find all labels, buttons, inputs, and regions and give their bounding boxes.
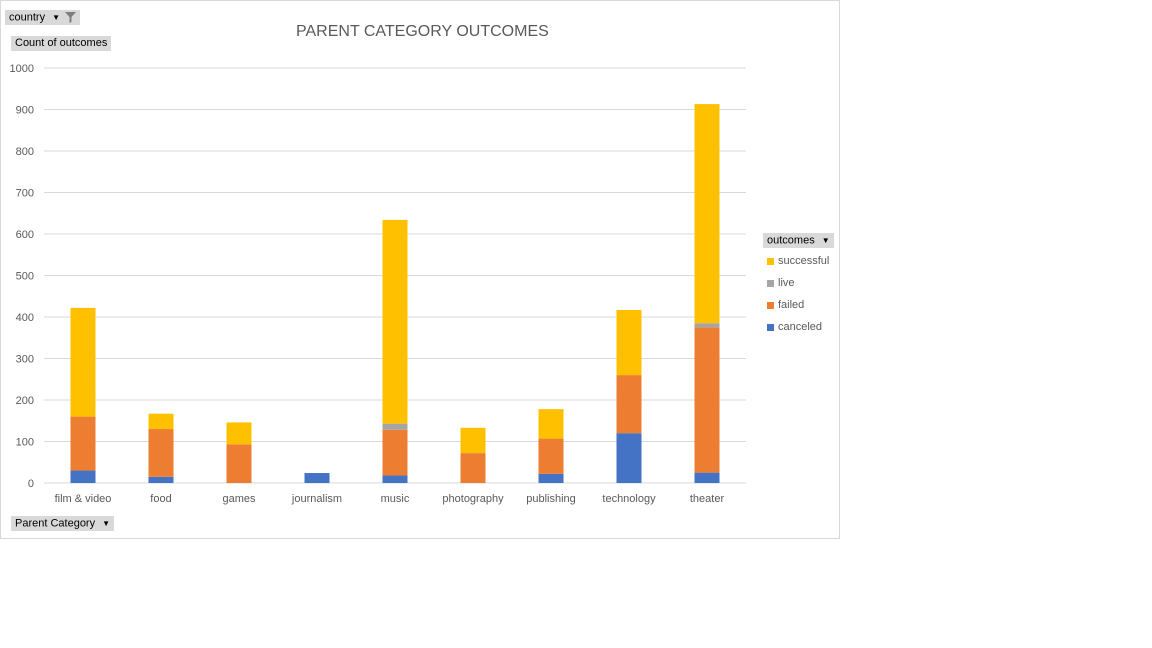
legend-swatch [767, 279, 774, 287]
legend-item-successful: successful [767, 255, 829, 267]
bar-failed [460, 453, 486, 483]
legend-label: canceled [778, 321, 823, 333]
bar-failed [616, 375, 642, 434]
bar-failed [694, 327, 720, 473]
legend-label: live [778, 277, 795, 289]
y-tick-label: 700 [16, 188, 34, 200]
bar-live [382, 423, 408, 430]
x-tick-label: theater [690, 493, 725, 505]
country-filter-button[interactable]: country ▼ [5, 10, 81, 25]
bar-successful [226, 422, 252, 445]
y-tick-label: 600 [16, 229, 34, 241]
y-tick-label: 1000 [10, 63, 34, 75]
bar-failed [226, 444, 252, 483]
x-tick-label: photography [442, 493, 504, 505]
bar-canceled [148, 476, 174, 483]
bar-successful [460, 427, 486, 454]
bar-successful [148, 413, 174, 430]
x-tick-label: technology [602, 493, 656, 505]
bar-failed [148, 429, 174, 477]
values-field-label: Count of outcomes [15, 37, 108, 49]
plot-area: 0 100 200 300 400 500 600 700 800 900 1000 film & v… [10, 63, 746, 505]
bar-canceled [70, 470, 96, 483]
x-tick-label: food [150, 493, 171, 505]
pivot-chart: country ▼ Count of outcomes PARENT CATEG… [0, 0, 840, 539]
y-tick-label: 800 [16, 146, 34, 158]
bar-failed [382, 429, 408, 476]
bar-successful [694, 104, 720, 324]
legend-swatch [767, 323, 774, 331]
legend-label: successful [778, 255, 830, 267]
bar-canceled [538, 473, 564, 483]
y-tick-label: 0 [28, 478, 34, 490]
bar-successful [70, 307, 96, 417]
y-tick-label: 100 [16, 437, 34, 449]
legend-item-failed: failed [767, 299, 804, 311]
axis-field-button[interactable]: Parent Category ▼ [11, 516, 115, 531]
bar-successful [538, 409, 564, 439]
legend-field-button[interactable]: outcomes ▼ [763, 233, 834, 248]
legend-item-live: live [767, 277, 795, 289]
dropdown-arrow-icon: ▼ [52, 13, 61, 22]
x-tick-label: games [222, 493, 256, 505]
bar-canceled [382, 475, 408, 483]
legend-field-label: outcomes [767, 234, 815, 247]
axis-field-label: Parent Category [15, 517, 96, 530]
bar-canceled [694, 472, 720, 483]
bar-live [694, 323, 720, 328]
y-tick-label: 900 [16, 105, 34, 117]
legend-swatch [767, 257, 774, 265]
x-tick-label: publishing [526, 493, 576, 505]
x-tick-label: film & video [55, 493, 112, 505]
y-tick-label: 200 [16, 395, 34, 407]
y-tick-label: 500 [16, 271, 34, 283]
country-filter-label: country [9, 11, 46, 24]
bar-canceled [304, 473, 330, 483]
y-tick-label: 300 [16, 354, 34, 366]
bar-successful [616, 309, 642, 376]
values-field-button[interactable]: Count of outcomes [11, 36, 112, 51]
chevron-down-icon: ▼ [821, 236, 830, 245]
filter-funnel-icon [65, 12, 77, 23]
bar-failed [70, 416, 96, 471]
chart-title: PARENT CATEGORY OUTCOMES [296, 23, 549, 40]
bar-successful [382, 219, 408, 424]
bar-canceled [616, 433, 642, 483]
chevron-down-icon: ▼ [102, 519, 111, 528]
y-tick-label: 400 [16, 312, 34, 324]
x-tick-label: music [381, 493, 410, 505]
x-tick-label: journalism [291, 493, 342, 505]
bar-failed [538, 438, 564, 474]
legend-item-canceled: canceled [767, 321, 822, 333]
legend-label: failed [778, 299, 805, 311]
legend-swatch [767, 301, 774, 309]
